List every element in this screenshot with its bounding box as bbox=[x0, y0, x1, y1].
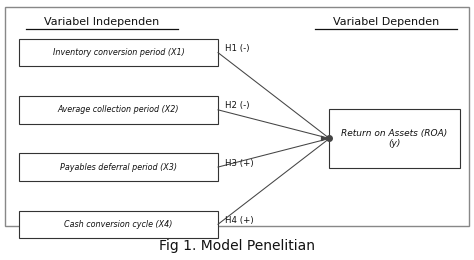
Text: H3 (+): H3 (+) bbox=[225, 159, 254, 168]
FancyBboxPatch shape bbox=[19, 96, 218, 124]
Text: Average collection period (X2): Average collection period (X2) bbox=[58, 105, 179, 114]
Text: Variabel Independen: Variabel Independen bbox=[44, 17, 160, 27]
Text: Fig 1. Model Penelitian: Fig 1. Model Penelitian bbox=[159, 239, 315, 253]
Text: H4 (+): H4 (+) bbox=[225, 216, 254, 225]
FancyBboxPatch shape bbox=[19, 39, 218, 66]
FancyBboxPatch shape bbox=[19, 153, 218, 181]
Text: Return on Assets (ROA)
(y): Return on Assets (ROA) (y) bbox=[341, 129, 448, 148]
FancyBboxPatch shape bbox=[19, 211, 218, 238]
Text: H2 (-): H2 (-) bbox=[225, 101, 250, 110]
FancyBboxPatch shape bbox=[329, 109, 460, 168]
Text: H1 (-): H1 (-) bbox=[225, 44, 250, 53]
Text: Inventory conversion period (X1): Inventory conversion period (X1) bbox=[53, 48, 184, 57]
Text: Payables deferral period (X3): Payables deferral period (X3) bbox=[60, 162, 177, 172]
Text: Cash conversion cycle (X4): Cash conversion cycle (X4) bbox=[64, 220, 173, 229]
Text: Variabel Dependen: Variabel Dependen bbox=[333, 17, 439, 27]
